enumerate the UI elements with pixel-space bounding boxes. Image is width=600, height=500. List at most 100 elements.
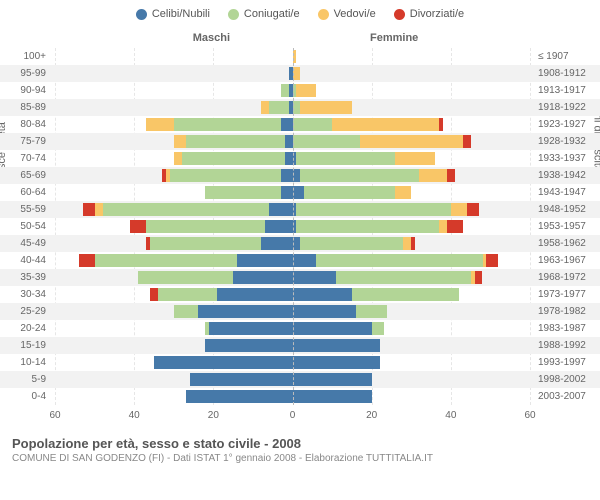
bar-area xyxy=(55,133,530,150)
bar-segment xyxy=(205,186,280,199)
bar-segment xyxy=(403,237,411,250)
male-bar xyxy=(55,288,293,301)
birth-label: 1918-1922 xyxy=(538,99,594,116)
male-bar xyxy=(55,135,293,148)
bar-segment xyxy=(372,322,384,335)
pyramid-row: 85-891918-1922 xyxy=(0,99,600,116)
bar-segment xyxy=(174,135,186,148)
bar-area xyxy=(55,354,530,371)
pyramid-row: 5-91998-2002 xyxy=(0,371,600,388)
birth-label: 1978-1982 xyxy=(538,303,594,320)
age-label: 15-19 xyxy=(6,337,46,354)
bar-segment xyxy=(395,186,411,199)
age-label: 20-24 xyxy=(6,320,46,337)
birth-label: 1993-1997 xyxy=(538,354,594,371)
pyramid-row: 50-541953-1957 xyxy=(0,218,600,235)
bar-segment xyxy=(158,288,217,301)
birth-label: 1928-1932 xyxy=(538,133,594,150)
age-label: 95-99 xyxy=(6,65,46,82)
bar-segment xyxy=(293,339,380,352)
bar-area xyxy=(55,269,530,286)
male-bar xyxy=(55,339,293,352)
x-tick: 40 xyxy=(445,410,456,421)
birth-label: ≤ 1907 xyxy=(538,48,594,65)
pyramid-row: 90-941913-1917 xyxy=(0,82,600,99)
bar-area xyxy=(55,184,530,201)
birth-label: 1938-1942 xyxy=(538,167,594,184)
male-bar xyxy=(55,220,293,233)
age-label: 5-9 xyxy=(6,371,46,388)
male-bar xyxy=(55,186,293,199)
bar-segment xyxy=(293,169,301,182)
pyramid-row: 80-841923-1927 xyxy=(0,116,600,133)
legend-swatch xyxy=(318,9,329,20)
female-header: Femmine xyxy=(370,32,418,44)
pyramid-row: 75-791928-1932 xyxy=(0,133,600,150)
bar-segment xyxy=(269,101,289,114)
bar-area xyxy=(55,48,530,65)
legend-swatch xyxy=(394,9,405,20)
bar-segment xyxy=(269,203,293,216)
female-bar xyxy=(293,390,531,403)
male-bar xyxy=(55,305,293,318)
bar-area xyxy=(55,337,530,354)
chart-subtitle: COMUNE DI SAN GODENZO (FI) - Dati ISTAT … xyxy=(12,453,588,464)
bar-area xyxy=(55,303,530,320)
bar-segment xyxy=(411,237,415,250)
population-pyramid: Maschi Femmine Fasce di età Anni di nasc… xyxy=(0,24,600,426)
male-bar xyxy=(55,101,293,114)
bar-area xyxy=(55,82,530,99)
pyramid-row: 60-641943-1947 xyxy=(0,184,600,201)
birth-label: 1948-1952 xyxy=(538,201,594,218)
bar-segment xyxy=(150,237,261,250)
bar-segment xyxy=(186,390,293,403)
bar-segment xyxy=(285,152,293,165)
bar-segment xyxy=(198,305,293,318)
birth-label: 1908-1912 xyxy=(538,65,594,82)
pyramid-row: 10-141993-1997 xyxy=(0,354,600,371)
bar-segment xyxy=(352,288,459,301)
x-axis: 6040200204060 xyxy=(55,408,530,426)
bar-segment xyxy=(447,220,463,233)
bar-area xyxy=(55,150,530,167)
chart-footer: Popolazione per età, sesso e stato civil… xyxy=(0,426,600,464)
pyramid-row: 65-691938-1942 xyxy=(0,167,600,184)
male-bar xyxy=(55,67,293,80)
age-label: 90-94 xyxy=(6,82,46,99)
bar-segment xyxy=(281,118,293,131)
age-label: 100+ xyxy=(6,48,46,65)
bar-segment xyxy=(486,254,498,267)
birth-label: 1933-1937 xyxy=(538,150,594,167)
pyramid-row: 45-491958-1962 xyxy=(0,235,600,252)
bar-segment xyxy=(237,254,292,267)
x-tick: 0 xyxy=(290,410,296,421)
bar-segment xyxy=(293,305,356,318)
female-bar xyxy=(293,271,531,284)
bar-segment xyxy=(281,84,289,97)
bar-area xyxy=(55,286,530,303)
bar-segment xyxy=(130,220,146,233)
bar-segment xyxy=(447,169,455,182)
bar-segment xyxy=(83,203,95,216)
bar-segment xyxy=(174,305,198,318)
bar-segment xyxy=(261,237,293,250)
birth-label: 2003-2007 xyxy=(538,388,594,405)
x-tick: 20 xyxy=(208,410,219,421)
bar-segment xyxy=(293,390,372,403)
bar-segment xyxy=(150,288,158,301)
age-label: 70-74 xyxy=(6,150,46,167)
bar-segment xyxy=(261,101,269,114)
legend-label: Vedovi/e xyxy=(334,8,376,20)
age-label: 50-54 xyxy=(6,218,46,235)
bar-segment xyxy=(475,271,483,284)
age-label: 25-29 xyxy=(6,303,46,320)
pyramid-row: 70-74 1933-1937 xyxy=(0,150,600,167)
legend-item: Vedovi/e xyxy=(318,8,376,20)
bar-segment xyxy=(95,254,238,267)
bar-segment xyxy=(296,220,439,233)
x-tick: 60 xyxy=(49,410,60,421)
bar-segment xyxy=(95,203,103,216)
bar-area xyxy=(55,320,530,337)
legend: Celibi/NubiliConiugati/eVedovi/eDivorzia… xyxy=(0,0,600,24)
female-bar xyxy=(293,84,531,97)
